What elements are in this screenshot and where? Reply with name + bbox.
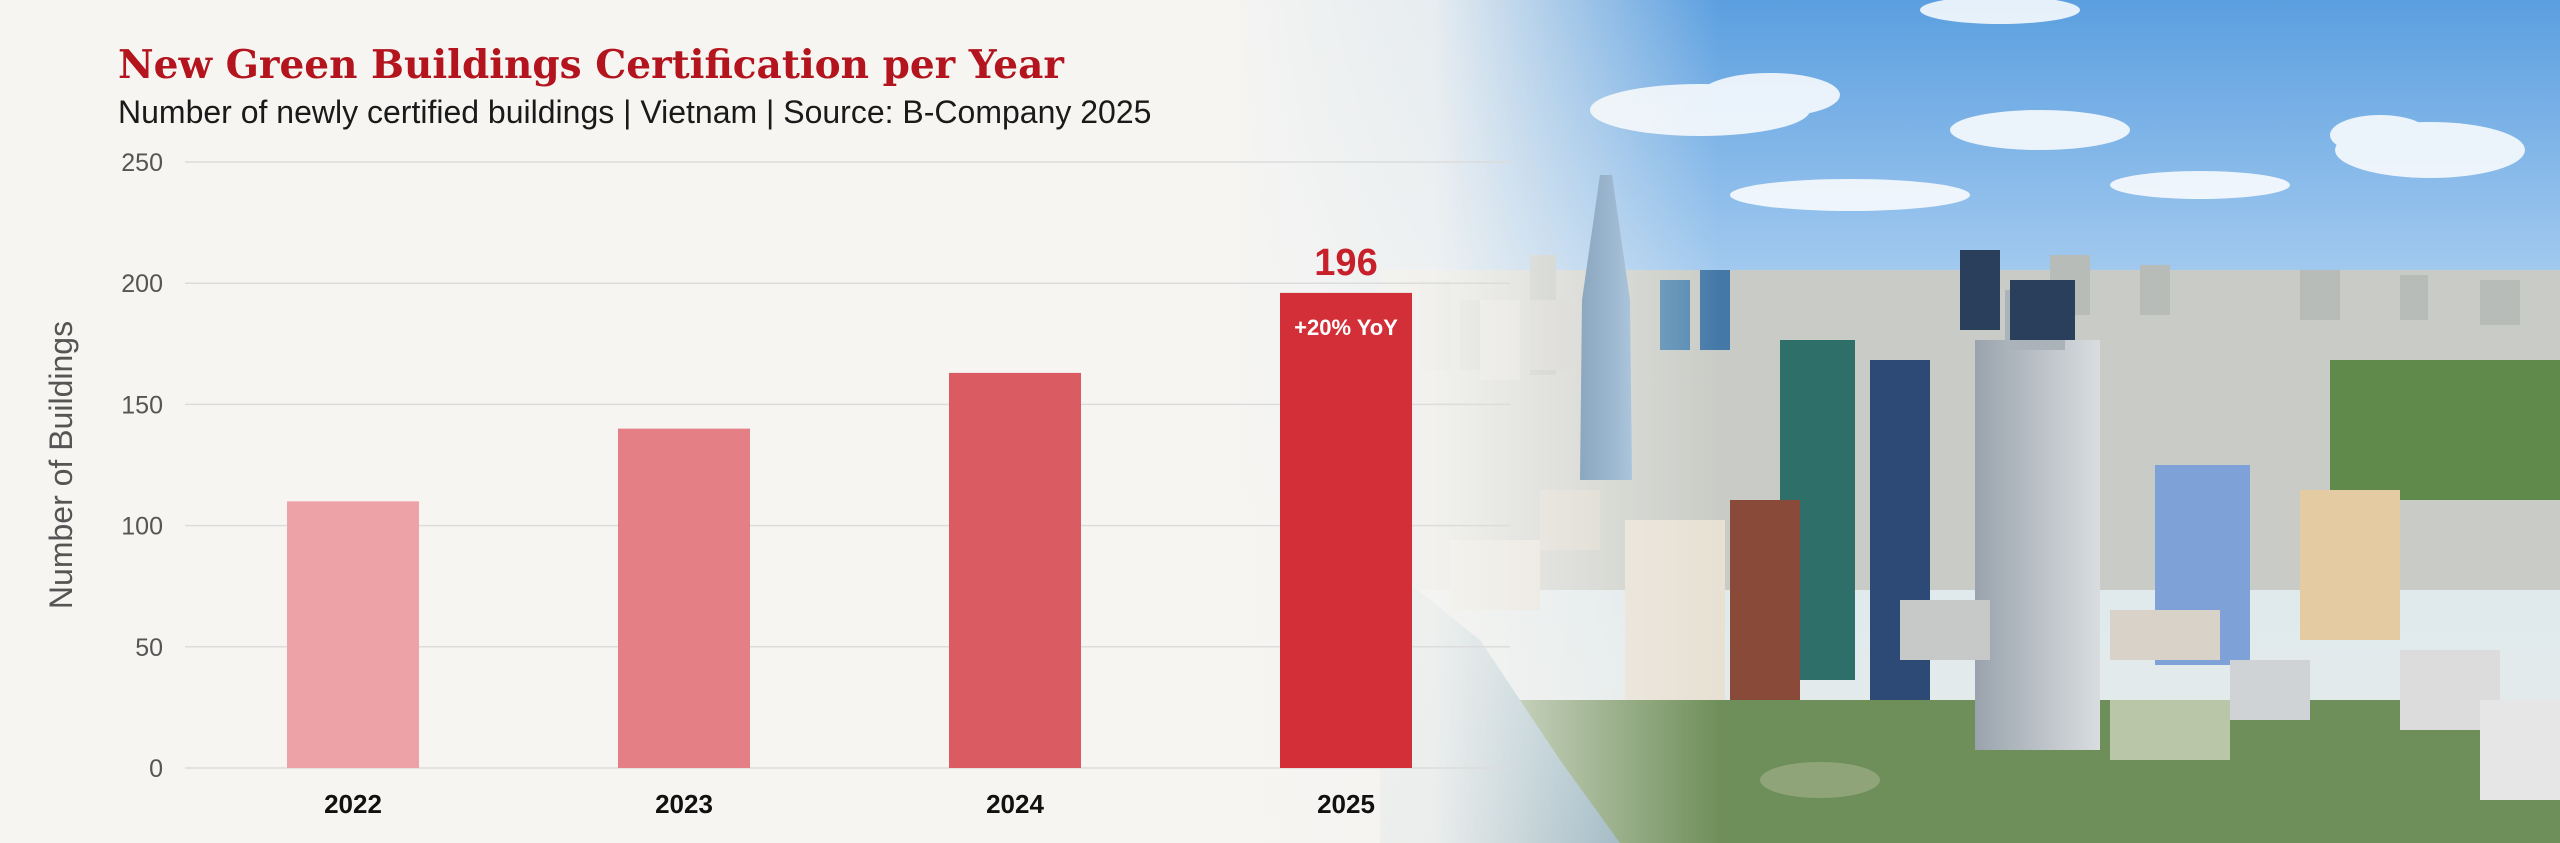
x-tick-label-2025: 2025 <box>1317 789 1375 819</box>
y-tick-label-50: 50 <box>135 634 163 662</box>
y-tick-label-150: 150 <box>121 391 163 419</box>
bar-2022 <box>287 501 419 768</box>
chart-title: New Green Buildings Certification per Ye… <box>118 42 1064 88</box>
x-tick-label-2022: 2022 <box>324 789 382 819</box>
x-tick-label-2024: 2024 <box>986 789 1044 819</box>
x-tick-label-2023: 2023 <box>655 789 713 819</box>
chart-subtitle: Number of newly certified buildings | Vi… <box>118 94 1152 130</box>
y-axis-title: Number of Buildings <box>43 321 79 609</box>
y-tick-label-200: 200 <box>121 270 163 298</box>
y-tick-label-0: 0 <box>149 755 163 783</box>
bar-annotation-2025: +20% YoY <box>1294 315 1398 340</box>
data-label-2025: 196 <box>1314 242 1377 284</box>
y-tick-label-250: 250 <box>121 149 163 177</box>
bar-2023 <box>618 428 750 768</box>
bar-2025 <box>1280 292 1412 768</box>
bar-2024 <box>949 372 1081 768</box>
y-tick-label-100: 100 <box>121 513 163 541</box>
